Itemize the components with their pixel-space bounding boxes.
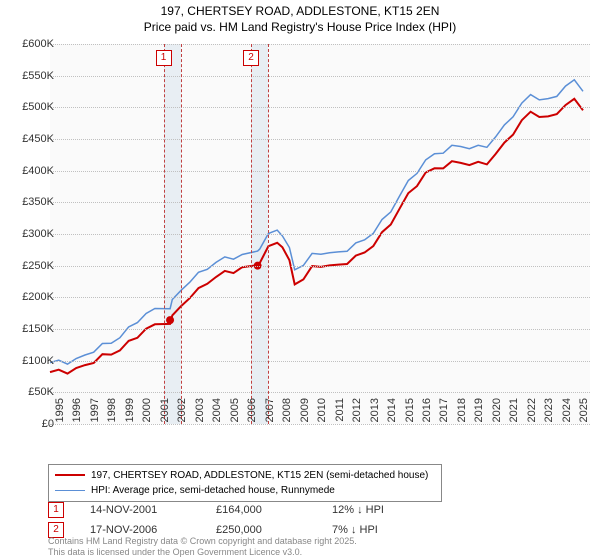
xtick-label: 1996: [71, 398, 83, 428]
xtick-label: 2014: [386, 398, 398, 428]
legend-label: HPI: Average price, semi-detached house,…: [91, 485, 335, 496]
xtick-label: 2016: [421, 398, 433, 428]
xtick-label: 1997: [89, 398, 101, 428]
gridline: [50, 392, 590, 393]
marker-box: 1: [156, 50, 172, 66]
xtick-label: 2022: [526, 398, 538, 428]
xtick-label: 1999: [124, 398, 136, 428]
ytick-label: £300K: [6, 228, 54, 240]
legend-swatch: [55, 490, 85, 491]
ytick-label: £0: [6, 418, 54, 430]
xtick-label: 2011: [334, 398, 346, 428]
sale-pct: 12% ↓ HPI: [332, 504, 422, 516]
legend-label: 197, CHERTSEY ROAD, ADDLESTONE, KT15 2EN…: [91, 470, 428, 481]
band-edge: [268, 44, 269, 424]
gridline: [50, 107, 590, 108]
xtick-label: 2003: [194, 398, 206, 428]
xtick-label: 2012: [351, 398, 363, 428]
gridline: [50, 171, 590, 172]
sale-marker: 1: [48, 502, 64, 518]
gridline: [50, 361, 590, 362]
legend: 197, CHERTSEY ROAD, ADDLESTONE, KT15 2EN…: [48, 464, 442, 502]
xtick-label: 2008: [281, 398, 293, 428]
xtick-label: 2019: [473, 398, 485, 428]
xtick-label: 2025: [578, 398, 590, 428]
gridline: [50, 297, 590, 298]
footer-attribution: Contains HM Land Registry data © Crown c…: [48, 536, 357, 558]
ytick-label: £450K: [6, 133, 54, 145]
sale-price: £164,000: [216, 504, 306, 516]
ytick-label: £100K: [6, 355, 54, 367]
xtick-label: 1995: [54, 398, 66, 428]
ytick-label: £400K: [6, 165, 54, 177]
ytick-label: £550K: [6, 70, 54, 82]
gridline: [50, 44, 590, 45]
ytick-label: £200K: [6, 291, 54, 303]
xtick-label: 2005: [229, 398, 241, 428]
gridline: [50, 329, 590, 330]
xtick-label: 2013: [369, 398, 381, 428]
xtick-label: 2001: [159, 398, 171, 428]
title-line-2: Price paid vs. HM Land Registry's House …: [0, 20, 600, 36]
band-edge: [164, 44, 165, 424]
xtick-label: 1998: [106, 398, 118, 428]
gridline: [50, 139, 590, 140]
sale-row-1: 1 14-NOV-2001 £164,000 12% ↓ HPI: [48, 502, 422, 518]
xtick-label: 2015: [404, 398, 416, 428]
footer-line-1: Contains HM Land Registry data © Crown c…: [48, 536, 357, 547]
gridline: [50, 234, 590, 235]
xtick-label: 2000: [141, 398, 153, 428]
xtick-label: 2007: [264, 398, 276, 428]
xtick-label: 2023: [543, 398, 555, 428]
sale-pct: 7% ↓ HPI: [332, 524, 422, 536]
xtick-label: 2004: [211, 398, 223, 428]
legend-item: HPI: Average price, semi-detached house,…: [55, 483, 435, 498]
xtick-label: 2021: [508, 398, 520, 428]
xtick-label: 2018: [456, 398, 468, 428]
series-line: [50, 80, 583, 364]
footer-line-2: This data is licensed under the Open Gov…: [48, 547, 357, 558]
chart-container: 197, CHERTSEY ROAD, ADDLESTONE, KT15 2EN…: [0, 0, 600, 560]
ytick-label: £600K: [6, 38, 54, 50]
gridline: [50, 76, 590, 77]
marker-box: 2: [243, 50, 259, 66]
legend-swatch: [55, 474, 85, 476]
xtick-label: 2006: [246, 398, 258, 428]
sale-date: 17-NOV-2006: [90, 524, 190, 536]
xtick-label: 2020: [491, 398, 503, 428]
ytick-label: £350K: [6, 196, 54, 208]
xtick-label: 2009: [299, 398, 311, 428]
xtick-label: 2024: [561, 398, 573, 428]
ytick-label: £150K: [6, 323, 54, 335]
gridline: [50, 202, 590, 203]
xtick-label: 2017: [438, 398, 450, 428]
ytick-label: £500K: [6, 101, 54, 113]
band-edge: [181, 44, 182, 424]
series-line: [50, 99, 583, 374]
sale-date: 14-NOV-2001: [90, 504, 190, 516]
legend-item: 197, CHERTSEY ROAD, ADDLESTONE, KT15 2EN…: [55, 468, 435, 483]
chart-title: 197, CHERTSEY ROAD, ADDLESTONE, KT15 2EN…: [0, 0, 600, 35]
title-line-1: 197, CHERTSEY ROAD, ADDLESTONE, KT15 2EN: [0, 4, 600, 20]
xtick-label: 2010: [316, 398, 328, 428]
sale-price: £250,000: [216, 524, 306, 536]
xtick-label: 2002: [176, 398, 188, 428]
ytick-label: £50K: [6, 386, 54, 398]
band-edge: [251, 44, 252, 424]
plot-area: [50, 44, 590, 424]
ytick-label: £250K: [6, 260, 54, 272]
sale-dot: [166, 316, 174, 324]
gridline: [50, 266, 590, 267]
